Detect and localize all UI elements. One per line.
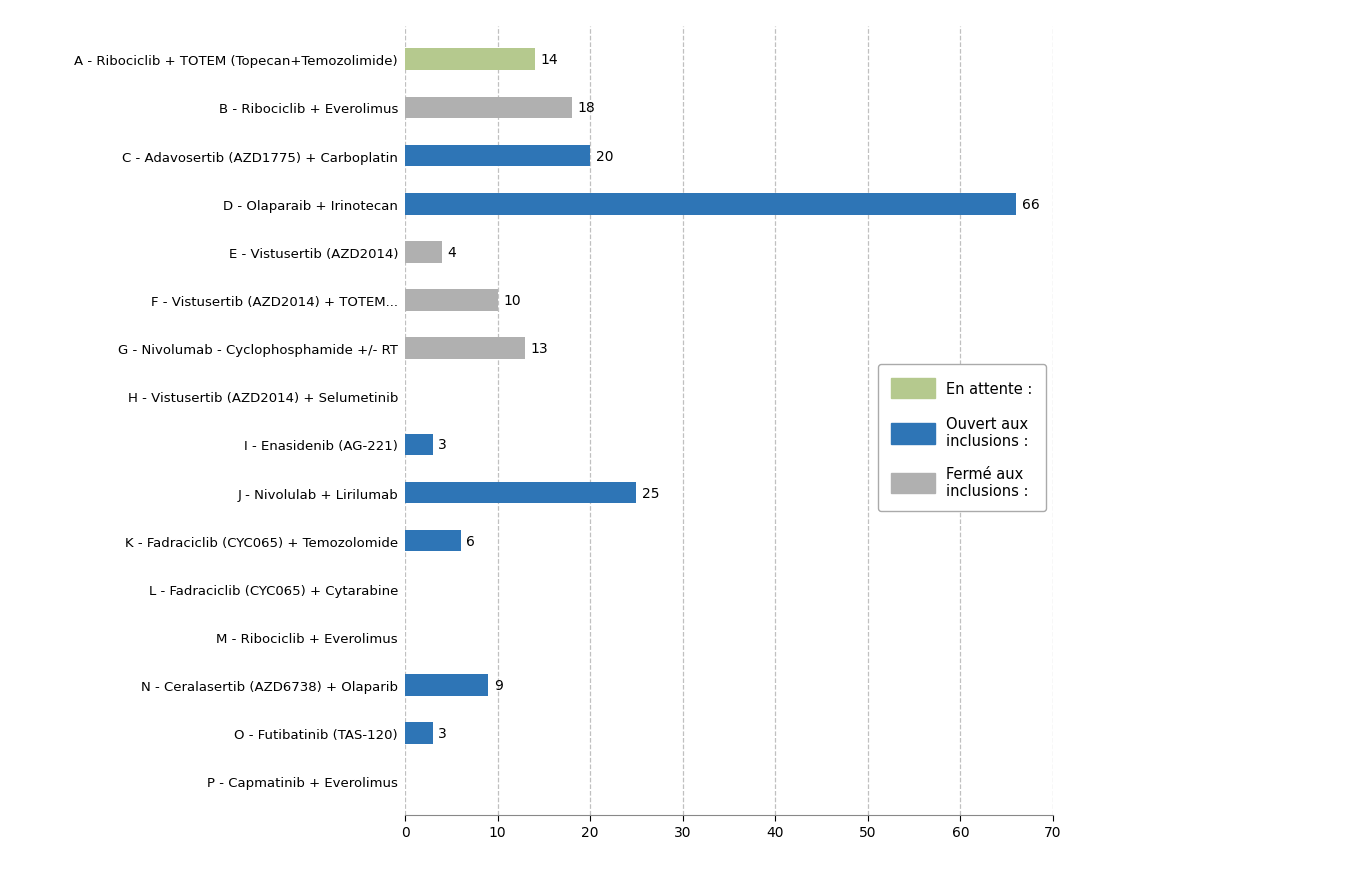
Text: 3: 3	[439, 438, 447, 452]
Text: 6: 6	[466, 534, 475, 548]
Bar	[405, 338, 525, 360]
Bar	[405, 482, 636, 504]
Text: 10: 10	[504, 293, 521, 307]
Text: 14: 14	[540, 53, 558, 67]
Bar	[405, 530, 460, 552]
Bar	[405, 242, 441, 263]
Text: 18: 18	[578, 101, 595, 115]
Bar	[405, 290, 498, 312]
Legend: En attente :, Ouvert aux
inclusions :, Fermé aux
inclusions :: En attente :, Ouvert aux inclusions :, F…	[878, 365, 1046, 511]
Text: 9: 9	[494, 679, 502, 692]
Text: 25: 25	[643, 486, 660, 500]
Text: 66: 66	[1022, 198, 1040, 212]
Bar	[405, 50, 535, 71]
Bar	[405, 674, 489, 696]
Text: 3: 3	[439, 727, 447, 741]
Bar	[405, 145, 590, 167]
Bar	[405, 434, 433, 455]
Bar	[405, 97, 571, 119]
Bar	[405, 194, 1017, 215]
Text: 13: 13	[531, 342, 548, 355]
Text: 20: 20	[595, 150, 613, 163]
Text: 4: 4	[448, 245, 456, 260]
Bar	[405, 723, 433, 744]
